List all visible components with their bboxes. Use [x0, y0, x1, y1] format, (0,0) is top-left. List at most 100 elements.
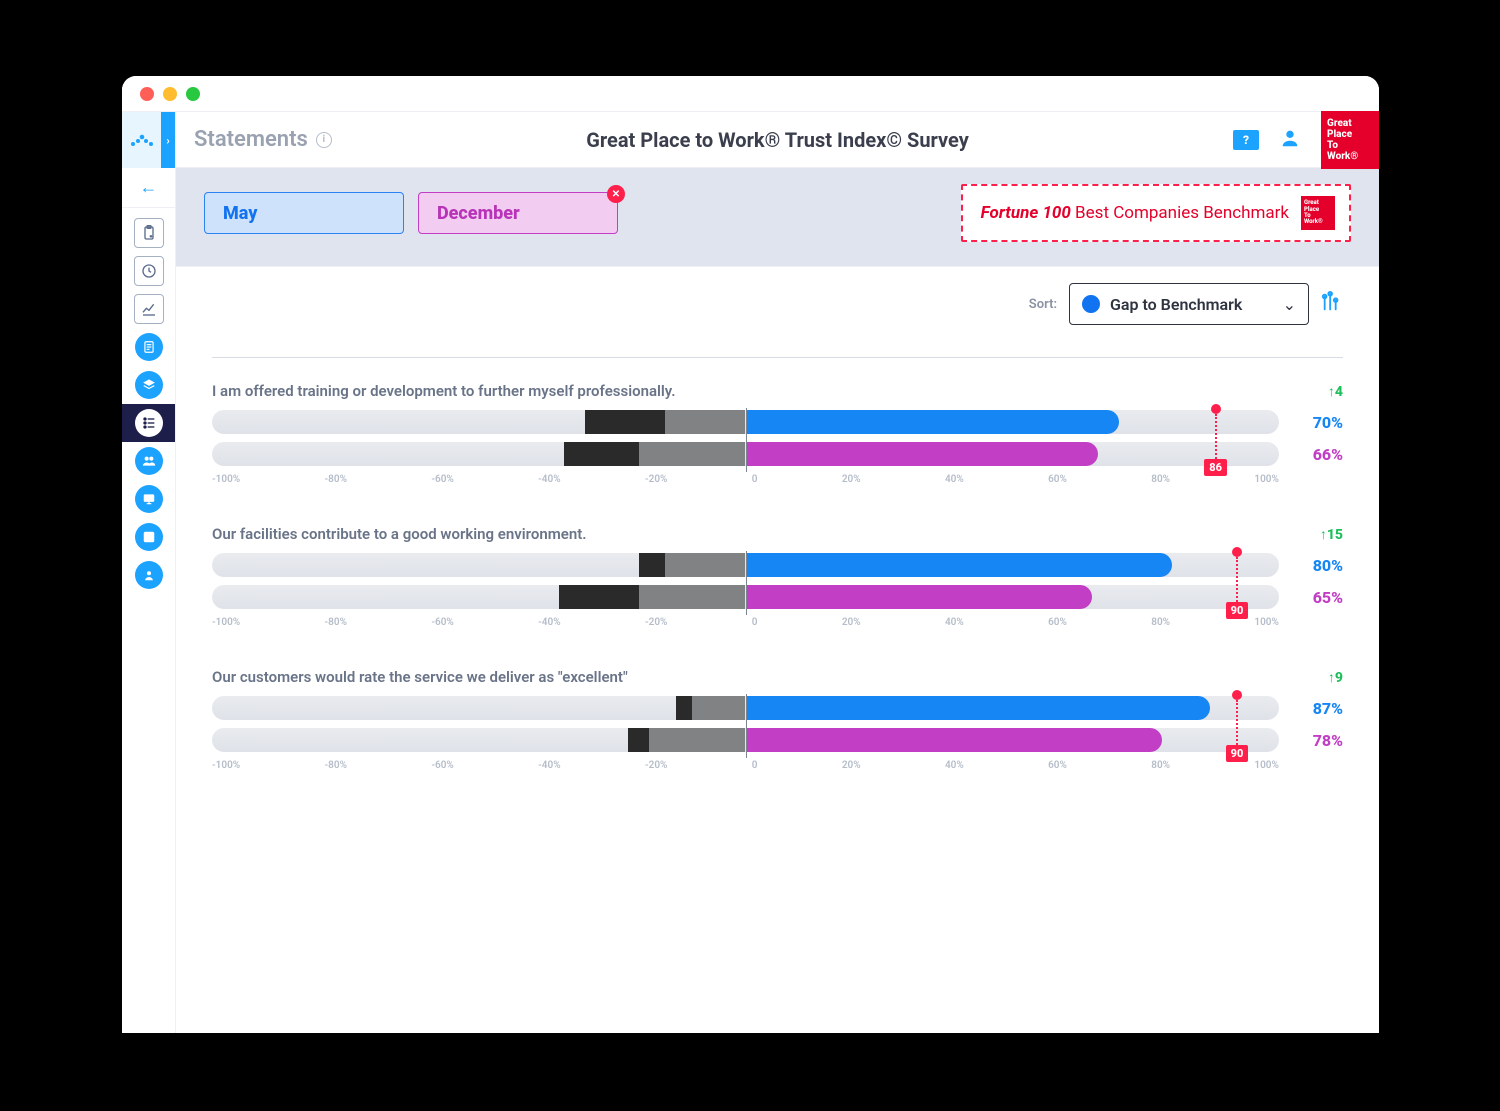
benchmark-rest: Best Companies Benchmark	[1071, 203, 1289, 223]
statement: Our customers would rate the service we …	[212, 668, 1343, 771]
survey-icon	[135, 333, 163, 361]
sort-indicator-dot	[1082, 295, 1100, 313]
filter-strip: May December ✕ Fortune 100 Best Companie…	[176, 168, 1379, 267]
trend-icon	[134, 294, 164, 324]
zero-axis	[746, 408, 747, 440]
sidebar-item-survey[interactable]	[122, 328, 175, 366]
axis-ticks: -100%-80%-60%-40%-20%020%40%60%80%100%	[212, 760, 1343, 771]
negative-bar	[628, 728, 649, 752]
chevron-down-icon: ⌄	[1283, 295, 1296, 314]
statement-text: Our facilities contribute to a good work…	[212, 525, 587, 543]
divider	[212, 357, 1343, 358]
info-icon[interactable]: i	[316, 132, 332, 148]
statement-text: Our customers would rate the service we …	[212, 668, 628, 686]
page-title: Statements i	[194, 127, 332, 152]
gptw-mini-logo: GreatPlaceToWork®	[1301, 196, 1335, 230]
people-icon	[135, 447, 163, 475]
delta-badge: ↑9	[1328, 669, 1343, 686]
close-icon[interactable]: ✕	[607, 185, 625, 203]
titlebar	[122, 76, 1379, 112]
sort-selected: Gap to Benchmark	[1110, 295, 1242, 314]
sidebar-item-trend[interactable]	[122, 290, 175, 328]
bar-value: 66%	[1297, 445, 1343, 464]
sidebar-item-clock[interactable]	[122, 252, 175, 290]
positive-bar	[746, 442, 1098, 466]
zero-axis	[746, 694, 747, 726]
back-button[interactable]: ←	[122, 168, 175, 208]
window-close[interactable]	[140, 87, 154, 101]
zero-axis	[746, 551, 747, 583]
filter-tag-may[interactable]: May	[204, 192, 404, 234]
bar-track	[212, 696, 1279, 720]
survey-title: Great Place to Work® Trust Index© Survey	[586, 128, 969, 152]
positive-bar	[746, 728, 1162, 752]
main: Statements i Great Place to Work® Trust …	[176, 112, 1379, 1033]
sidebar-item-clipboard[interactable]	[122, 214, 175, 252]
neutral-bar	[665, 553, 745, 577]
axis-ticks: -100%-80%-60%-40%-20%020%40%60%80%100%	[212, 617, 1343, 628]
statement: Our facilities contribute to a good work…	[212, 525, 1343, 628]
delta-badge: ↑15	[1320, 526, 1343, 543]
sidebar-item-present[interactable]	[122, 480, 175, 518]
app-window: › ← Statements i Great Place to Work® Tr…	[122, 76, 1379, 1033]
bar-value: 65%	[1297, 588, 1343, 607]
sidebar-expand[interactable]: ›	[161, 112, 175, 168]
delta-badge: ↑4	[1328, 383, 1343, 400]
sidebar-item-layers[interactable]	[122, 366, 175, 404]
bar-track	[212, 410, 1279, 434]
negative-bar	[564, 442, 639, 466]
neutral-bar	[639, 585, 746, 609]
bar-track	[212, 585, 1279, 609]
bar-value: 80%	[1297, 556, 1343, 575]
card-icon	[135, 523, 163, 551]
statement-text: I am offered training or development to …	[212, 382, 676, 400]
neutral-bar	[692, 696, 745, 720]
axis-ticks: -100%-80%-60%-40%-20%020%40%60%80%100%	[212, 474, 1343, 485]
sidebar-item-list-check[interactable]	[122, 404, 175, 442]
zero-axis	[746, 583, 747, 615]
sidebar-item-badge[interactable]	[122, 556, 175, 594]
negative-bar	[676, 696, 692, 720]
badge-icon	[135, 561, 163, 589]
content: Sort: Gap to Benchmark ⌄	[176, 267, 1379, 1033]
zero-axis	[746, 440, 747, 472]
layers-icon	[135, 371, 163, 399]
clipboard-icon	[134, 218, 164, 248]
list-check-icon	[135, 409, 163, 437]
sort-label: Sort:	[1029, 297, 1057, 312]
sort-settings-icon[interactable]	[1321, 291, 1343, 317]
bar-value: 70%	[1297, 413, 1343, 432]
bar-track	[212, 553, 1279, 577]
neutral-bar	[639, 442, 746, 466]
present-icon	[135, 485, 163, 513]
clock-icon	[134, 256, 164, 286]
topbar: Statements i Great Place to Work® Trust …	[176, 112, 1379, 168]
bar-value: 78%	[1297, 731, 1343, 750]
sidebar-item-people[interactable]	[122, 442, 175, 480]
sidebar-item-card[interactable]	[122, 518, 175, 556]
filter-tag-december[interactable]: December ✕	[418, 192, 618, 234]
negative-bar	[585, 410, 665, 434]
positive-bar	[746, 696, 1210, 720]
neutral-bar	[665, 410, 745, 434]
positive-bar	[746, 585, 1093, 609]
user-icon[interactable]	[1279, 127, 1301, 153]
neutral-bar	[649, 728, 745, 752]
positive-bar	[746, 410, 1119, 434]
negative-bar	[559, 585, 639, 609]
statement: I am offered training or development to …	[212, 382, 1343, 485]
bar-value: 87%	[1297, 699, 1343, 718]
positive-bar	[746, 553, 1173, 577]
window-minimize[interactable]	[163, 87, 177, 101]
sidebar: › ←	[122, 112, 176, 1033]
window-fullscreen[interactable]	[186, 87, 200, 101]
help-icon[interactable]: ?	[1233, 130, 1259, 150]
sort-dropdown[interactable]: Gap to Benchmark ⌄	[1069, 283, 1309, 325]
gptw-logo: GreatPlaceToWork®	[1321, 111, 1379, 169]
bar-track	[212, 442, 1279, 466]
bar-track	[212, 728, 1279, 752]
benchmark-italic: Fortune 100	[981, 203, 1071, 223]
zero-axis	[746, 726, 747, 758]
benchmark-banner: Fortune 100 Best Companies Benchmark Gre…	[961, 184, 1351, 242]
negative-bar	[639, 553, 666, 577]
